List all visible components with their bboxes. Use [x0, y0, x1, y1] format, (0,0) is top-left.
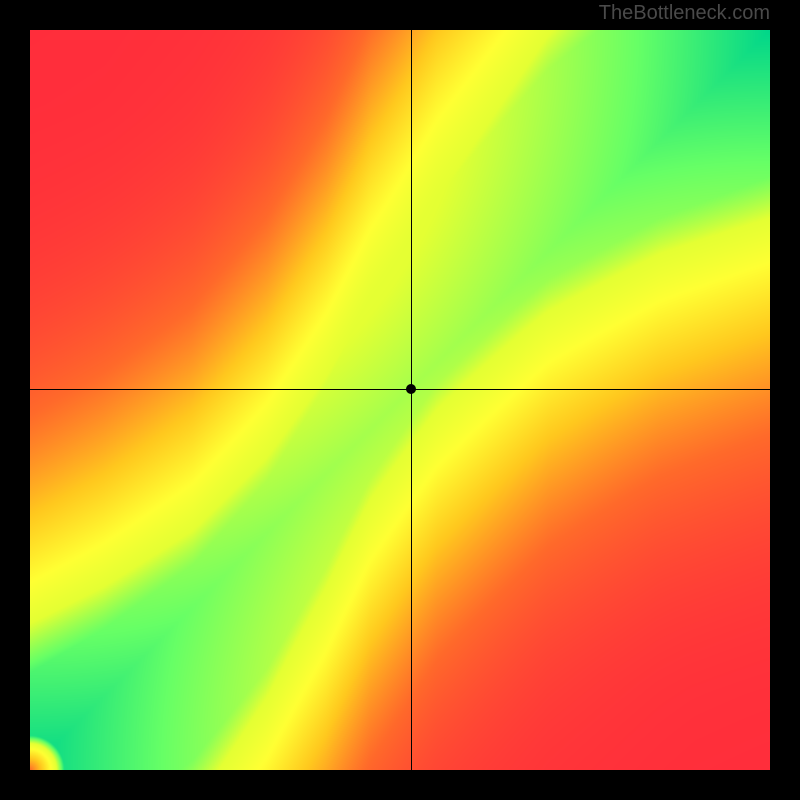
- heatmap-canvas: [30, 30, 770, 770]
- marker-dot: [406, 384, 416, 394]
- watermark-text: TheBottleneck.com: [599, 2, 770, 25]
- crosshair-horizontal: [30, 389, 770, 390]
- chart-container: TheBottleneck.com: [0, 0, 800, 800]
- crosshair-vertical: [411, 30, 412, 770]
- plot-area: [30, 30, 770, 770]
